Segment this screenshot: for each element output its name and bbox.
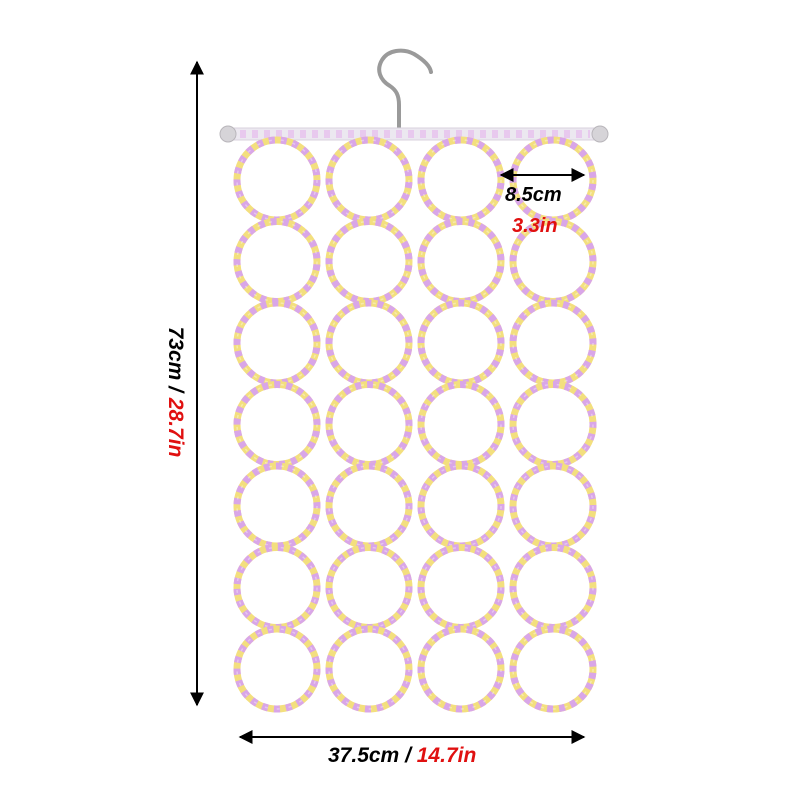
rope-ring: [509, 544, 597, 631]
rope-ring: [233, 299, 321, 387]
hanging-bar: [219, 125, 609, 143]
rope-ring: [233, 625, 321, 713]
rope-ring: [509, 625, 597, 713]
height-separator: /: [164, 380, 187, 398]
width-dimension-label: 37.5cm / 14.7in: [328, 744, 476, 768]
rope-ring: [233, 136, 321, 224]
rope-ring: [417, 136, 505, 224]
height-dimension-label: 73cm / 28.7in: [163, 327, 187, 458]
ring-diameter-metric: 8.5cm: [505, 184, 562, 206]
rope-ring: [325, 462, 413, 550]
rope-ring: [509, 381, 597, 468]
rope-ring: [417, 544, 505, 631]
hanger-hook: [377, 48, 433, 132]
rope-ring: [233, 544, 321, 631]
width-metric: 37.5cm: [328, 744, 400, 767]
width-imperial: 14.7in: [416, 744, 477, 767]
rope-ring: [325, 381, 413, 469]
rope-ring: [325, 218, 413, 305]
ring-diameter-imperial: 3.3in: [512, 215, 558, 237]
rope-ring: [325, 625, 413, 713]
height-metric: 73cm: [164, 326, 187, 381]
rope-ring: [417, 299, 505, 387]
rope-ring: [233, 381, 321, 468]
rope-ring: [417, 625, 505, 713]
rope-ring: [417, 462, 505, 550]
height-imperial: 28.7in: [164, 397, 187, 458]
ring-grid: [233, 136, 597, 713]
width-separator: /: [399, 744, 417, 767]
